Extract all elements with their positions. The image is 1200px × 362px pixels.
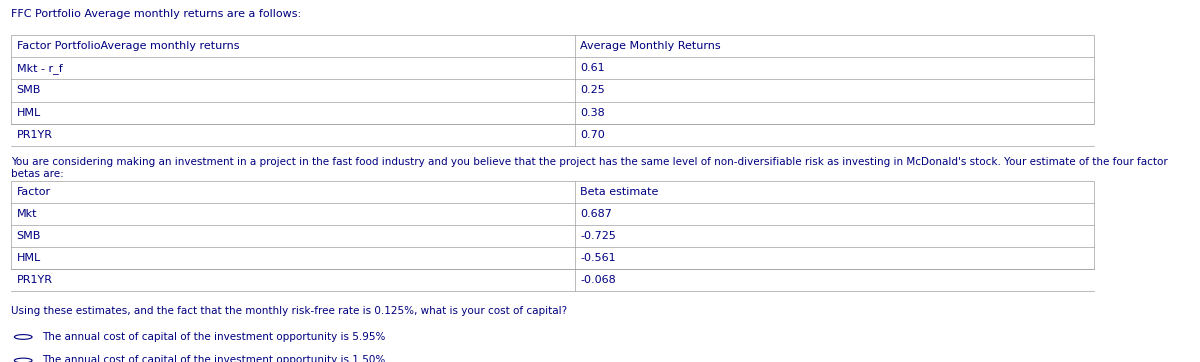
- Text: FFC Portfolio Average monthly returns are a follows:: FFC Portfolio Average monthly returns ar…: [11, 9, 301, 19]
- Text: Beta estimate: Beta estimate: [581, 187, 659, 197]
- Text: HML: HML: [17, 253, 41, 263]
- Text: Mkt - r_f: Mkt - r_f: [17, 63, 62, 74]
- Text: -0.561: -0.561: [581, 253, 616, 263]
- Text: -0.068: -0.068: [581, 275, 616, 285]
- Text: You are considering making an investment in a project in the fast food industry : You are considering making an investment…: [11, 157, 1168, 179]
- Text: The annual cost of capital of the investment opportunity is 1.50%: The annual cost of capital of the invest…: [42, 355, 385, 362]
- Bar: [11, 181, 1094, 269]
- Text: SMB: SMB: [17, 231, 41, 241]
- Text: PR1YR: PR1YR: [17, 130, 53, 140]
- Text: Factor PortfolioAverage monthly returns: Factor PortfolioAverage monthly returns: [17, 41, 239, 51]
- Text: Average Monthly Returns: Average Monthly Returns: [581, 41, 721, 51]
- Text: PR1YR: PR1YR: [17, 275, 53, 285]
- Bar: [11, 35, 1094, 123]
- Text: SMB: SMB: [17, 85, 41, 96]
- Text: 0.70: 0.70: [581, 130, 605, 140]
- Text: 0.25: 0.25: [581, 85, 605, 96]
- Text: 0.687: 0.687: [581, 209, 612, 219]
- Text: The annual cost of capital of the investment opportunity is 5.95%: The annual cost of capital of the invest…: [42, 332, 385, 342]
- Text: Mkt: Mkt: [17, 209, 37, 219]
- Text: -0.725: -0.725: [581, 231, 616, 241]
- Text: 0.61: 0.61: [581, 63, 605, 73]
- Text: Factor: Factor: [17, 187, 50, 197]
- Text: 0.38: 0.38: [581, 108, 605, 118]
- Text: HML: HML: [17, 108, 41, 118]
- Text: Using these estimates, and the fact that the monthly risk-free rate is 0.125%, w: Using these estimates, and the fact that…: [11, 306, 568, 316]
